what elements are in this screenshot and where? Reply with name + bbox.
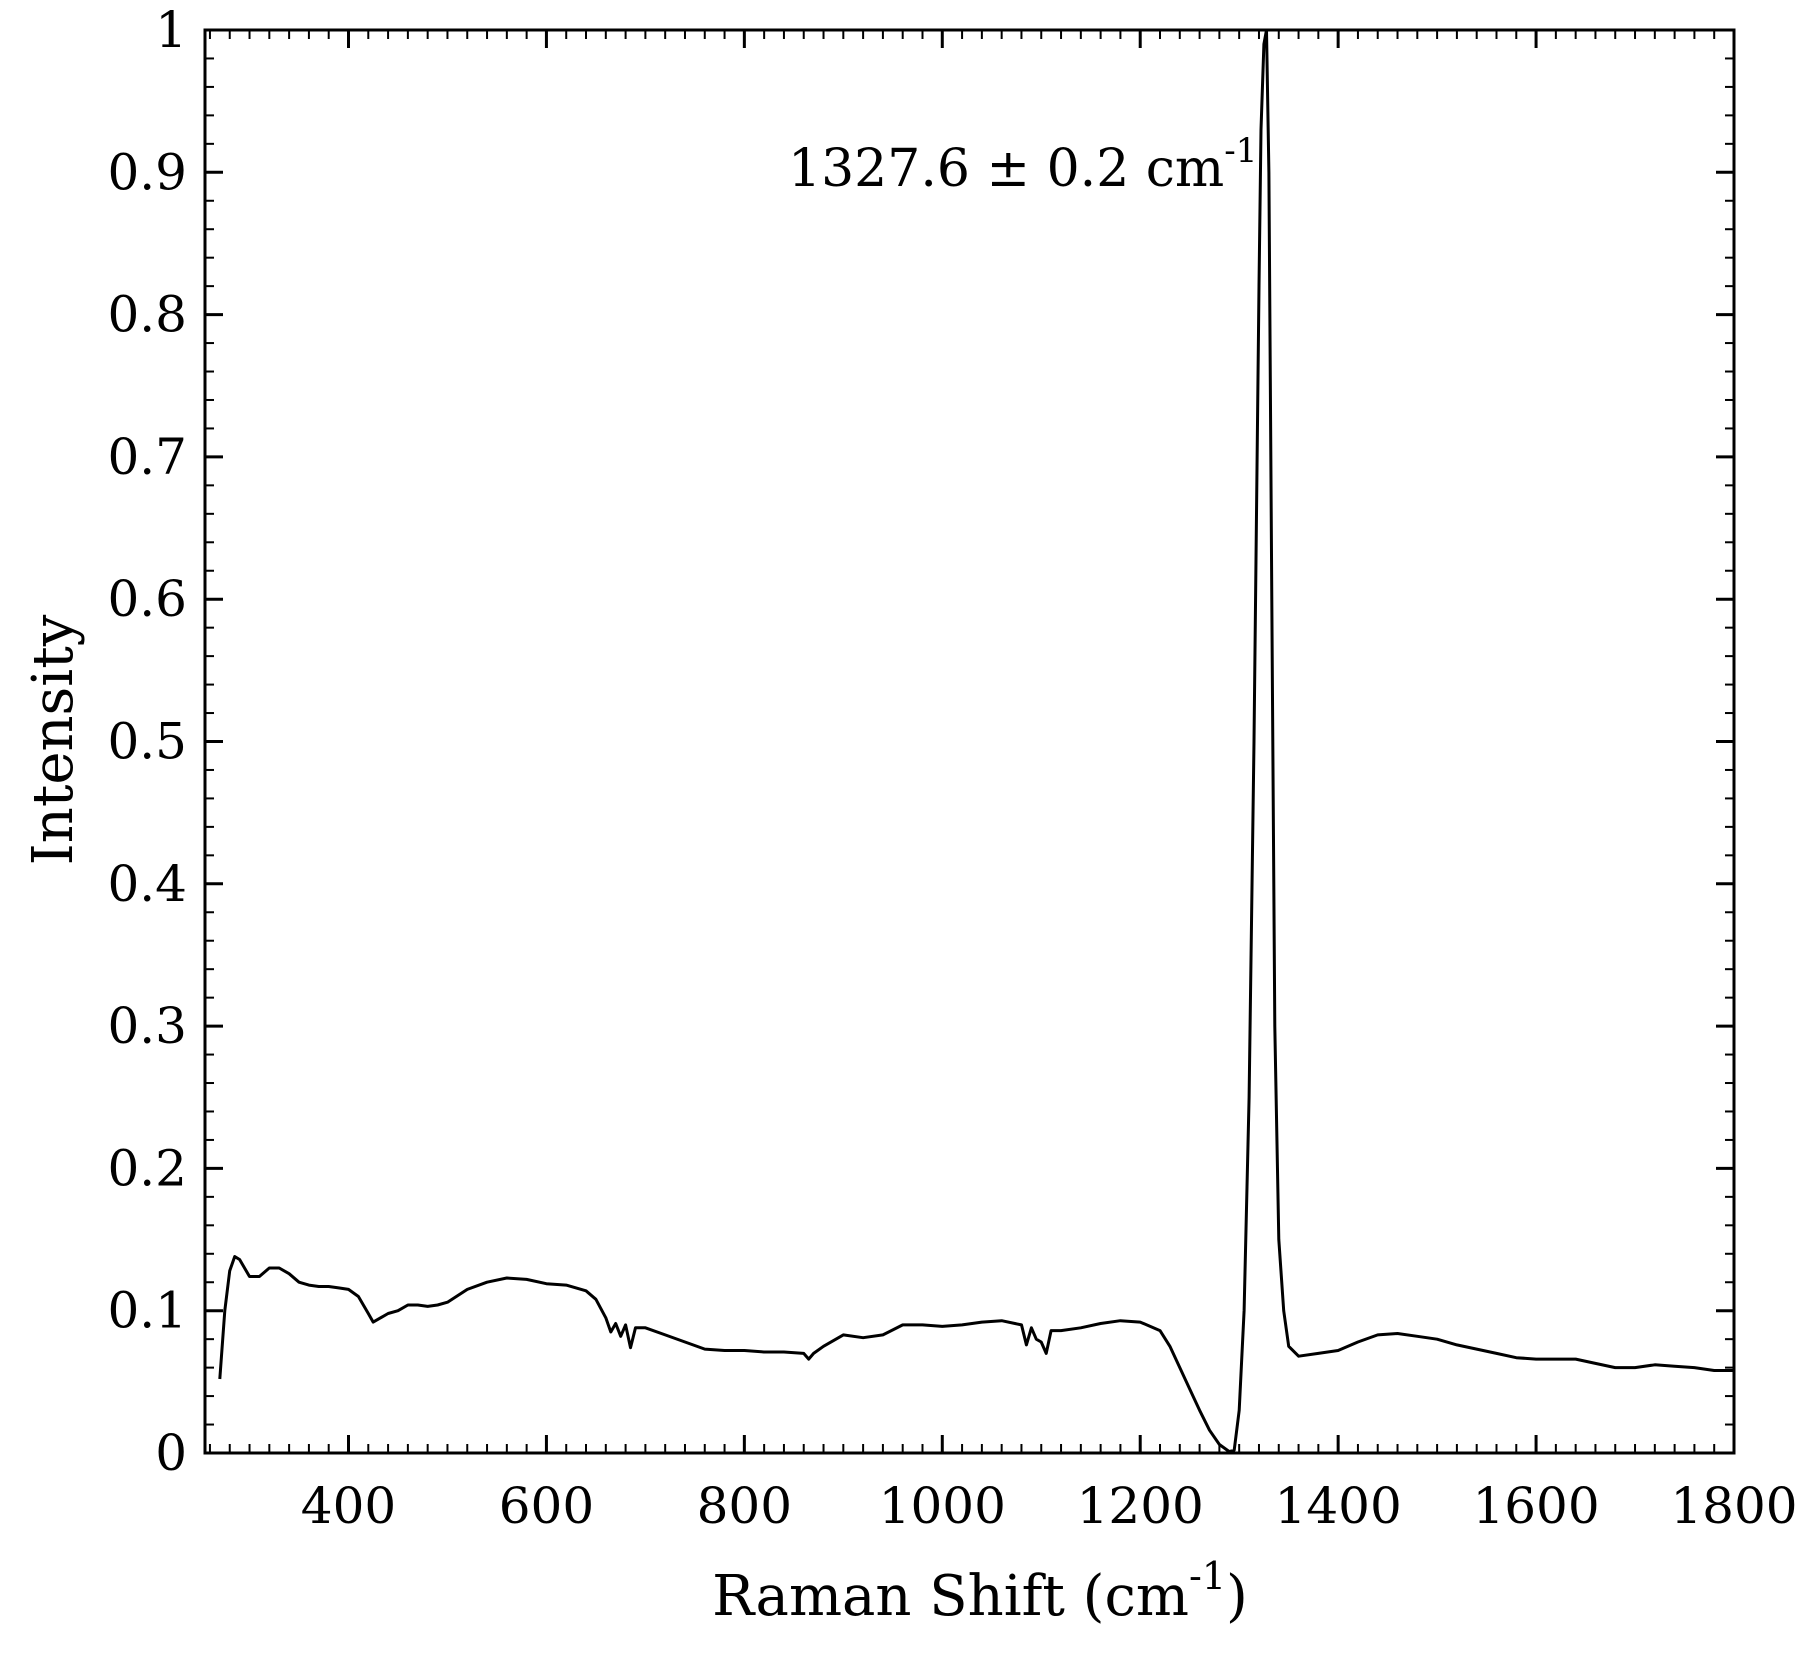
y-tick-label: 0.4: [107, 855, 187, 913]
plot-frame: [203, 28, 1736, 1455]
y-tick-label: 0.9: [107, 143, 187, 201]
y-tick-label: 0.8: [107, 286, 187, 344]
y-tick-label: 0: [155, 1424, 187, 1482]
y-tick-label: 0.1: [107, 1282, 187, 1340]
y-tick-label: 1: [155, 1, 187, 59]
peak-annotation-sup: -1: [1224, 131, 1257, 171]
x-axis-title-sup: -1: [1189, 1554, 1226, 1598]
x-tick-label: 400: [301, 1477, 396, 1535]
x-tick-label: 1400: [1275, 1477, 1402, 1535]
x-tick-label: 1000: [879, 1477, 1006, 1535]
x-tick-label: 1800: [1670, 1477, 1797, 1535]
x-tick-label: 1600: [1472, 1477, 1599, 1535]
x-axis-title: Raman Shift (cm-1): [712, 1554, 1248, 1629]
x-tick-label: 1200: [1077, 1477, 1204, 1535]
y-tick-label: 0.7: [107, 428, 187, 486]
y-tick-label: 0.3: [107, 997, 187, 1055]
y-tick-label: 0.2: [107, 1139, 187, 1197]
y-tick-label: 0.5: [107, 713, 187, 771]
y-tick-label: 0.6: [107, 570, 187, 628]
x-tick-label: 600: [499, 1477, 594, 1535]
peak-annotation: 1327.6 ± 0.2 cm-1: [788, 131, 1257, 199]
y-axis-title: Intensity: [21, 614, 86, 865]
spectrum-line: [218, 28, 1734, 1454]
x-tick-label: 800: [697, 1477, 792, 1535]
axis-ticks: [205, 28, 1736, 1455]
axis-tick-labels: 400 600 800 1000 1200 1400 1600 1800 0 0.1 0.2 0.3 0…: [107, 1, 1797, 1535]
